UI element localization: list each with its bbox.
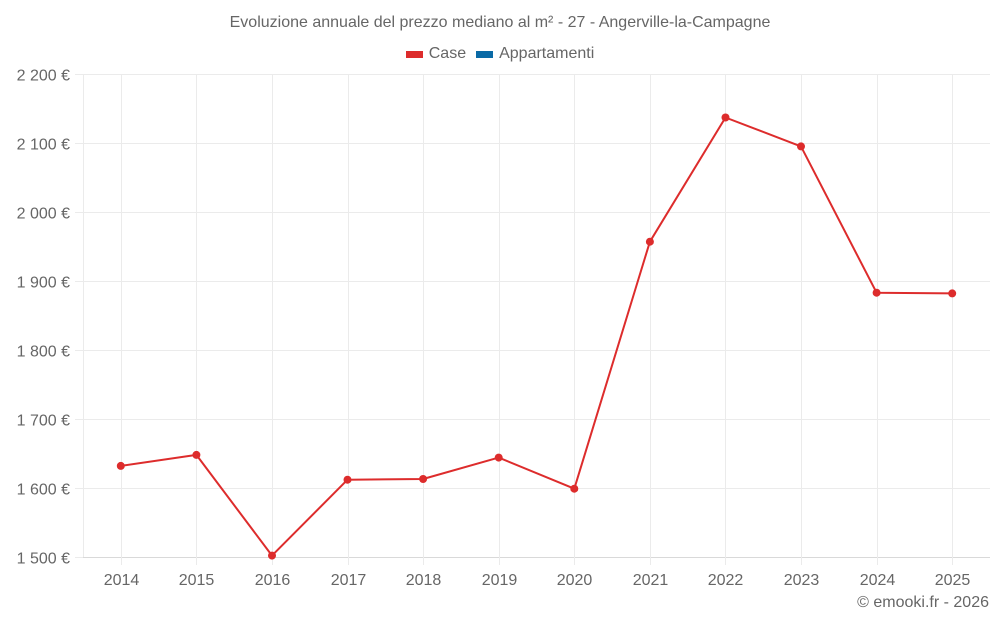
- legend-item-appartamenti[interactable]: Appartamenti: [476, 45, 594, 63]
- legend-swatch-appartamenti: [476, 50, 494, 58]
- y-tick-label: 1 600 €: [17, 482, 70, 499]
- y-tick-label: 1 900 €: [17, 275, 70, 292]
- x-tick-label: 2024: [860, 572, 896, 589]
- data-point[interactable]: [872, 288, 881, 297]
- y-tick-label: 2 100 €: [17, 137, 70, 154]
- x-tick-label: 2023: [784, 572, 820, 589]
- x-tick-label: 2014: [104, 572, 140, 589]
- series-case: [116, 113, 957, 560]
- legend-item-case[interactable]: Case: [405, 45, 467, 63]
- y-tick-label: 1 500 €: [17, 551, 70, 568]
- y-tick-label: 1 800 €: [17, 344, 70, 361]
- credit-text: © emooki.fr - 2026: [857, 594, 989, 611]
- legend: Case Appartamenti: [0, 45, 1000, 63]
- legend-swatch-case: [405, 50, 423, 58]
- x-tick-label: 2019: [482, 572, 518, 589]
- data-point[interactable]: [721, 113, 730, 122]
- data-point[interactable]: [343, 475, 352, 484]
- data-point[interactable]: [419, 475, 428, 483]
- x-tick-label: 2025: [935, 572, 971, 589]
- x-tick-label: 2022: [708, 572, 744, 589]
- y-tick-label: 2 200 €: [17, 68, 70, 85]
- x-axis: 2014 2015 2016 2017 2018 2019 2020 2021 2022 2023…: [104, 572, 971, 589]
- legend-label-appartamenti: Appartamenti: [499, 45, 595, 62]
- data-point[interactable]: [948, 289, 957, 298]
- x-tick-label: 2017: [331, 572, 367, 589]
- data-point[interactable]: [797, 142, 805, 151]
- series-line: [120, 116, 953, 557]
- chart-title: Evoluzione annuale del prezzo mediano al…: [229, 14, 771, 31]
- data-point[interactable]: [570, 484, 579, 493]
- data-point[interactable]: [494, 453, 503, 462]
- data-point[interactable]: [268, 551, 276, 560]
- x-tick-label: 2016: [255, 572, 291, 589]
- x-tick-label: 2018: [406, 572, 442, 589]
- y-tick-label: 1 700 €: [17, 413, 70, 430]
- y-tick-label: 2 000 €: [17, 206, 70, 223]
- data-point[interactable]: [116, 461, 125, 470]
- x-tick-label: 2021: [633, 572, 669, 589]
- x-tick-label: 2020: [557, 572, 593, 589]
- x-tick-label: 2015: [179, 572, 215, 589]
- grid-lines: [75, 74, 990, 565]
- y-axis: 1 500 € 1 600 € 1 700 € 1 800 € 1 900 € 2 000…: [17, 68, 70, 568]
- data-point[interactable]: [645, 237, 654, 246]
- data-point[interactable]: [192, 450, 201, 459]
- legend-label-case: Case: [428, 45, 467, 62]
